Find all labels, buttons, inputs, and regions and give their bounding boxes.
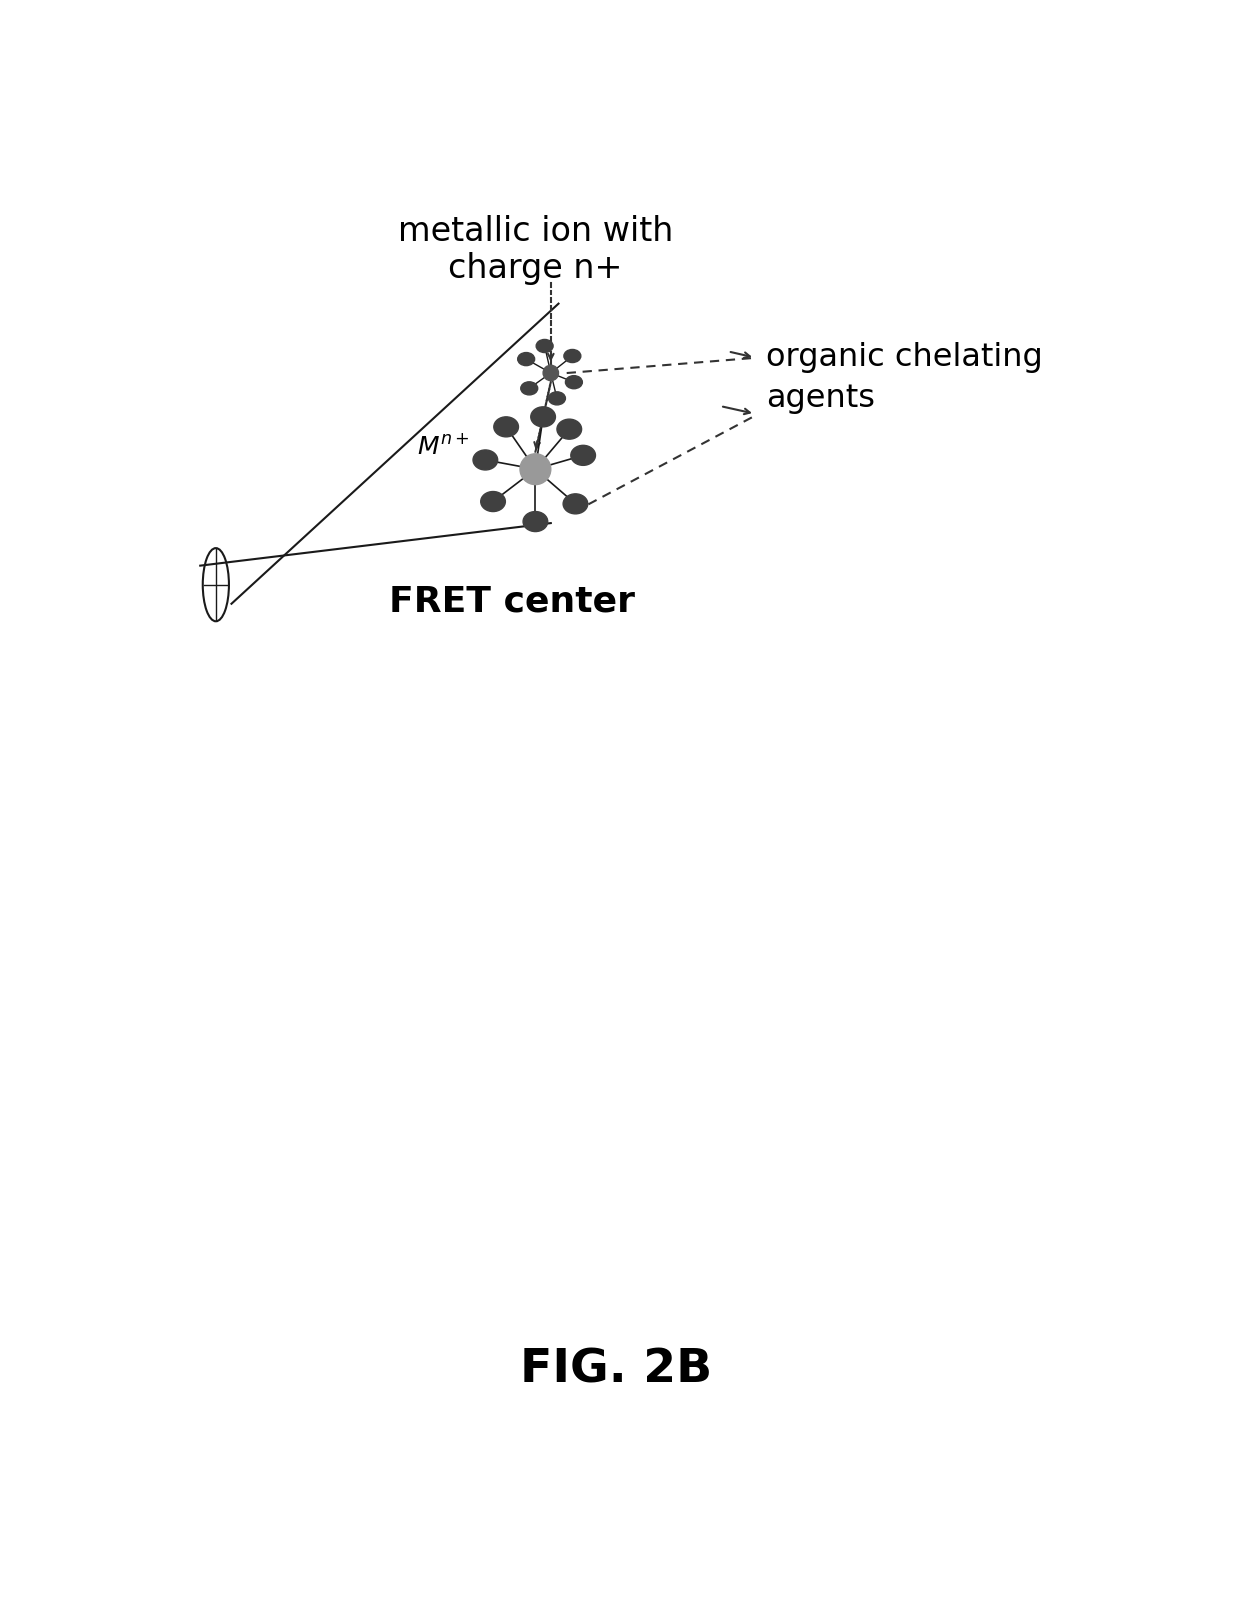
Ellipse shape: [531, 406, 556, 427]
Ellipse shape: [548, 392, 565, 405]
Ellipse shape: [494, 418, 518, 437]
Text: agents: agents: [766, 382, 875, 414]
Ellipse shape: [523, 512, 548, 531]
Text: metallic ion with: metallic ion with: [398, 214, 673, 248]
Text: organic chelating: organic chelating: [766, 342, 1043, 373]
Ellipse shape: [570, 445, 595, 466]
Ellipse shape: [472, 450, 497, 470]
Ellipse shape: [565, 376, 583, 389]
Ellipse shape: [536, 339, 553, 352]
Circle shape: [520, 454, 551, 485]
Ellipse shape: [564, 349, 580, 363]
Text: FRET center: FRET center: [389, 584, 635, 619]
Ellipse shape: [563, 494, 588, 514]
Ellipse shape: [517, 352, 534, 366]
Circle shape: [543, 365, 558, 381]
Ellipse shape: [521, 382, 538, 395]
Text: FIG. 2B: FIG. 2B: [520, 1347, 712, 1392]
Text: charge n+: charge n+: [448, 253, 622, 285]
Ellipse shape: [481, 491, 506, 512]
Ellipse shape: [557, 419, 582, 438]
Text: $M^{n+}$: $M^{n+}$: [417, 434, 469, 459]
